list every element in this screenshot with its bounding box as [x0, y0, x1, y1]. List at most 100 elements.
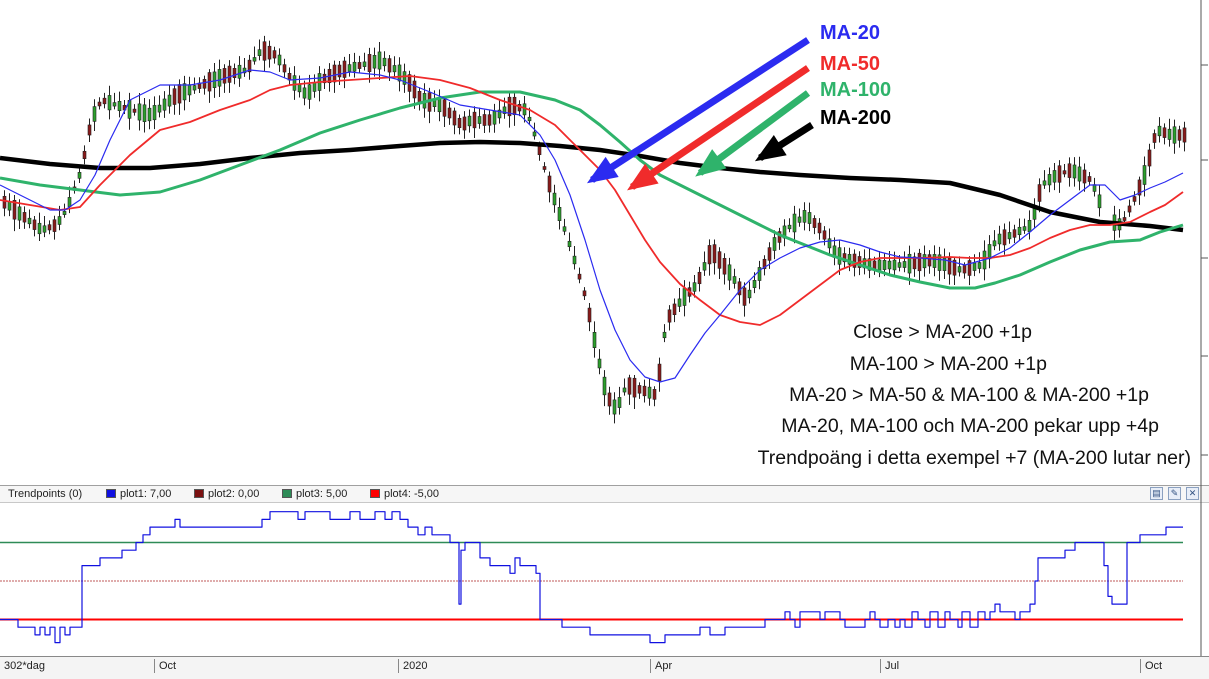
- candle-body: [237, 64, 242, 79]
- candle-body: [457, 117, 462, 129]
- candle-body: [567, 240, 572, 248]
- candle-body: [337, 64, 342, 78]
- candle-body: [217, 69, 222, 87]
- candle-body: [447, 107, 452, 119]
- candle-body: [312, 82, 317, 92]
- candle-body: [1132, 196, 1137, 202]
- candle-body: [162, 98, 167, 111]
- candle-body: [707, 245, 712, 265]
- candle-body: [92, 106, 97, 122]
- candle-body: [142, 104, 147, 122]
- candle-body: [132, 108, 137, 113]
- legend-plot2: plot2: 0,00: [194, 488, 259, 500]
- candle-body: [717, 251, 722, 269]
- ma100-line: [0, 90, 1184, 290]
- candle-body: [747, 289, 752, 299]
- x-tick: Jul: [880, 659, 899, 673]
- candle-body: [97, 101, 102, 107]
- plot2-swatch: [194, 489, 204, 498]
- candle-body: [262, 41, 267, 61]
- candle-body: [537, 145, 542, 156]
- candle-body: [347, 64, 352, 72]
- candle-body: [602, 376, 607, 396]
- candle-body: [1087, 176, 1092, 182]
- candle-body: [1092, 184, 1097, 192]
- candle-body: [57, 216, 62, 225]
- candle-body: [652, 389, 657, 400]
- candle-body: [762, 258, 767, 270]
- candle-body: [722, 258, 727, 275]
- candle-body: [1047, 174, 1052, 186]
- candle-body: [1172, 126, 1177, 144]
- rule-ma100: MA-100 > MA-200 +1p: [849, 353, 1047, 375]
- ma200-arrow-head: [754, 135, 787, 162]
- candle-body: [977, 262, 982, 269]
- candle-body: [997, 233, 1002, 245]
- candle-body: [1097, 194, 1102, 209]
- candle-body: [37, 222, 42, 235]
- candle-body: [1077, 166, 1082, 182]
- candle-body: [147, 107, 152, 122]
- candle-body: [577, 273, 582, 280]
- candle-body: [77, 172, 82, 179]
- candle-body: [1162, 127, 1167, 138]
- candle-body: [277, 54, 282, 66]
- candle-body: [257, 49, 262, 56]
- ma50-arrow: [630, 65, 810, 190]
- candle-body: [497, 109, 502, 119]
- candle-body: [67, 197, 72, 207]
- x-tick: 302*dag: [4, 660, 45, 672]
- candle-body: [732, 276, 737, 284]
- candle-body: [187, 84, 192, 96]
- plot4-swatch: [370, 489, 380, 498]
- candle-body: [1067, 163, 1072, 178]
- candle-body: [967, 260, 972, 276]
- candle-body: [1057, 165, 1062, 183]
- candle-body: [572, 255, 577, 265]
- candle-body: [907, 253, 912, 274]
- candle-body: [802, 210, 807, 223]
- candle-body: [282, 64, 287, 73]
- candle-body: [692, 282, 697, 292]
- candle-body: [612, 399, 617, 415]
- candle-body: [592, 332, 597, 348]
- candle-body: [1177, 129, 1182, 141]
- candle-body: [157, 104, 162, 113]
- candle-body: [822, 230, 827, 240]
- edit-icon[interactable]: ✎: [1168, 487, 1181, 500]
- candle-body: [1062, 170, 1067, 175]
- candle-body: [972, 262, 977, 271]
- close-icon[interactable]: ✕: [1186, 487, 1199, 500]
- rule-total: Trendpoäng i detta exempel +7 (MA-200 lu…: [757, 447, 1191, 469]
- candle-body: [622, 387, 627, 393]
- candle-body: [357, 62, 362, 69]
- candle-body: [107, 95, 112, 111]
- candle-body: [1072, 164, 1077, 179]
- candle-body: [387, 58, 392, 73]
- candle-body: [1017, 226, 1022, 236]
- candle-body: [202, 79, 207, 89]
- indicator-header: Trendpoints (0) plot1: 7,00 plot2: 0,00 …: [0, 485, 1209, 503]
- candle-body: [32, 219, 37, 230]
- candle-body: [212, 71, 217, 88]
- candle-body: [1157, 125, 1162, 137]
- candle-body: [927, 254, 932, 267]
- save-icon[interactable]: ▤: [1150, 487, 1163, 500]
- candle-body: [362, 61, 367, 67]
- candle-body: [267, 45, 272, 60]
- candle-body: [352, 61, 357, 72]
- candle-body: [377, 51, 382, 70]
- rule-ma20: MA-20 > MA-50 & MA-100 & MA-200 +1p: [789, 384, 1149, 406]
- candle-body: [137, 103, 142, 121]
- candle-body: [412, 80, 417, 99]
- ma20-line: [0, 69, 1184, 383]
- candle-body: [817, 222, 822, 234]
- ma50-line: [0, 75, 1184, 326]
- candle-body: [617, 397, 622, 408]
- candle-body: [22, 212, 27, 223]
- candle-body: [172, 88, 177, 105]
- candle-body: [1127, 205, 1132, 213]
- candle-body: [307, 84, 312, 100]
- candle-body: [627, 377, 632, 395]
- x-tick: Apr: [650, 659, 672, 673]
